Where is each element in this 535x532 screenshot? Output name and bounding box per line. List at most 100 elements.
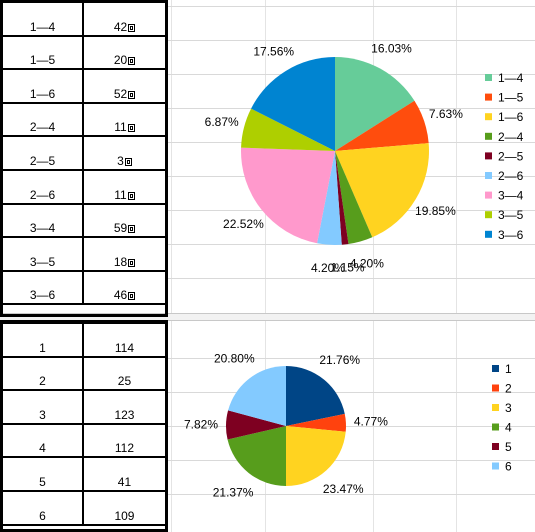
pie-percent-label: 17.56% bbox=[253, 44, 294, 58]
pie-slice[interactable] bbox=[286, 366, 345, 426]
table-cell-value[interactable]: 41 bbox=[81, 456, 168, 492]
number-value-table: 1 114 2 25 3 123 4 112 5 41 6 109 bbox=[1, 322, 168, 526]
pie-slice[interactable] bbox=[228, 366, 286, 426]
table-row: 1—4 42 bbox=[1, 1, 167, 37]
legend-swatch bbox=[485, 113, 492, 121]
cell-text: 3—5 bbox=[29, 254, 56, 269]
cell-text: 18 bbox=[113, 254, 128, 269]
table-cell-label[interactable]: 5 bbox=[1, 456, 84, 492]
cell-text: 20 bbox=[113, 53, 128, 68]
table-row: 1—6 52 bbox=[1, 68, 167, 104]
grid-row-line bbox=[0, 74, 535, 75]
table-cell-value[interactable]: 3 bbox=[82, 135, 167, 171]
table-cell-value[interactable]: 25 bbox=[81, 355, 168, 392]
table-cell-value[interactable]: 46 bbox=[82, 269, 167, 306]
legend-entry: 2—4 bbox=[498, 130, 524, 144]
pie-slice[interactable] bbox=[335, 143, 430, 238]
legend-swatch bbox=[492, 384, 499, 392]
legend-swatch bbox=[492, 365, 499, 372]
cell-text: 4 bbox=[39, 441, 46, 456]
table-row: 6 109 bbox=[1, 489, 168, 526]
table-cell-value[interactable]: 109 bbox=[81, 489, 168, 526]
table-cell-label[interactable]: 2—6 bbox=[1, 168, 84, 205]
legend-entry: 1—4 bbox=[498, 71, 524, 85]
pie-percent-label: 16.03% bbox=[371, 42, 412, 56]
table-cell-label[interactable]: 3—5 bbox=[1, 236, 84, 272]
legend-swatch bbox=[492, 462, 499, 470]
table-cell-label[interactable]: 2—4 bbox=[1, 101, 84, 138]
table-cell-value[interactable]: 11 bbox=[82, 101, 167, 138]
table-cell-label[interactable]: 1—6 bbox=[1, 68, 84, 104]
pie-slice[interactable] bbox=[335, 151, 349, 245]
grid-row-line bbox=[0, 494, 535, 495]
legend-entry: 5 bbox=[505, 440, 512, 454]
table-cell-value[interactable]: 11 bbox=[82, 168, 167, 205]
legend-swatch bbox=[485, 211, 492, 219]
missing-glyph-icon bbox=[127, 191, 135, 200]
pair-pie-chart: 16.03% 7.63% 19.85% 4.20%1.15%4.20% 22.52% 6.… bbox=[205, 42, 524, 275]
table-row: 3—5 18 bbox=[1, 236, 167, 272]
table-cell-label[interactable]: 3—4 bbox=[1, 202, 84, 239]
grid-col-line bbox=[456, 0, 457, 532]
pie-slice[interactable] bbox=[335, 57, 415, 151]
table-cell-value[interactable]: 123 bbox=[81, 389, 168, 425]
table-cell-value[interactable]: 114 bbox=[81, 322, 168, 358]
table-cell-label[interactable]: 2—5 bbox=[1, 135, 84, 171]
table-cell-value[interactable]: 20 bbox=[82, 34, 167, 71]
cell-text: 52 bbox=[113, 86, 128, 101]
cell-text: 2—5 bbox=[29, 153, 56, 168]
cell-text: 11 bbox=[114, 120, 127, 135]
legend-entry: 3—6 bbox=[498, 228, 524, 242]
cell-text: 25 bbox=[117, 374, 132, 389]
pie-slice[interactable] bbox=[240, 147, 335, 244]
legend-swatch bbox=[485, 191, 492, 199]
pie-slice[interactable] bbox=[335, 100, 429, 151]
table-cell-label[interactable]: 1—5 bbox=[1, 34, 84, 71]
table-cell-label[interactable]: 1 bbox=[1, 322, 84, 358]
pie-slice[interactable] bbox=[227, 426, 286, 486]
table-row: 4 112 bbox=[1, 422, 168, 459]
pie-slice[interactable] bbox=[226, 410, 286, 440]
table-row: 2 25 bbox=[1, 355, 168, 392]
table-cell-label[interactable]: 3—6 bbox=[1, 269, 84, 306]
pie-slice[interactable] bbox=[251, 57, 335, 151]
legend-swatch bbox=[485, 74, 492, 81]
table-cell-label[interactable]: 6 bbox=[1, 489, 84, 526]
legend-swatch bbox=[485, 230, 492, 238]
pie-slice[interactable] bbox=[335, 151, 373, 245]
grid-row-line bbox=[0, 278, 535, 279]
table-cell-value[interactable]: 59 bbox=[82, 202, 167, 239]
table-cell-value[interactable]: 18 bbox=[82, 236, 167, 272]
table-row: 3—6 46 bbox=[1, 269, 167, 306]
pie-slice[interactable] bbox=[317, 151, 342, 246]
pie-slice[interactable] bbox=[286, 413, 346, 432]
cell-text: 1 bbox=[39, 340, 46, 355]
legend-entry: 3 bbox=[505, 401, 512, 415]
table-cell-value[interactable]: 112 bbox=[81, 422, 168, 459]
cell-text: 1—6 bbox=[29, 86, 56, 101]
legend-entry: 4 bbox=[505, 421, 512, 435]
pie-percent-label: 7.82% bbox=[184, 418, 218, 432]
cell-text: 42 bbox=[113, 19, 128, 34]
table-cell-label[interactable]: 3 bbox=[1, 389, 84, 425]
cell-text: 109 bbox=[114, 508, 135, 523]
missing-glyph-icon bbox=[128, 57, 136, 66]
pie-percent-label: 4.77% bbox=[354, 414, 388, 428]
legend-entry: 6 bbox=[505, 460, 512, 474]
grid-row-line bbox=[0, 6, 535, 7]
pie-percent-label: 6.87% bbox=[205, 115, 239, 129]
table-cell-value[interactable]: 42 bbox=[82, 1, 167, 37]
pie-slice[interactable] bbox=[241, 108, 335, 151]
pie-slice[interactable] bbox=[286, 426, 346, 486]
missing-glyph-icon bbox=[128, 225, 136, 234]
table-cell-label[interactable]: 4 bbox=[1, 422, 84, 459]
pie-percent-label: 21.76% bbox=[319, 353, 360, 367]
legend-entry: 3—4 bbox=[498, 189, 524, 203]
cell-text: 114 bbox=[114, 340, 135, 355]
missing-glyph-icon bbox=[128, 292, 136, 301]
cell-text: 112 bbox=[114, 441, 135, 456]
table-cell-label[interactable]: 2 bbox=[1, 355, 84, 392]
table-cell-label[interactable]: 1—4 bbox=[1, 1, 84, 37]
table-cell-value[interactable]: 52 bbox=[82, 68, 167, 104]
grid-row-line bbox=[0, 40, 535, 41]
